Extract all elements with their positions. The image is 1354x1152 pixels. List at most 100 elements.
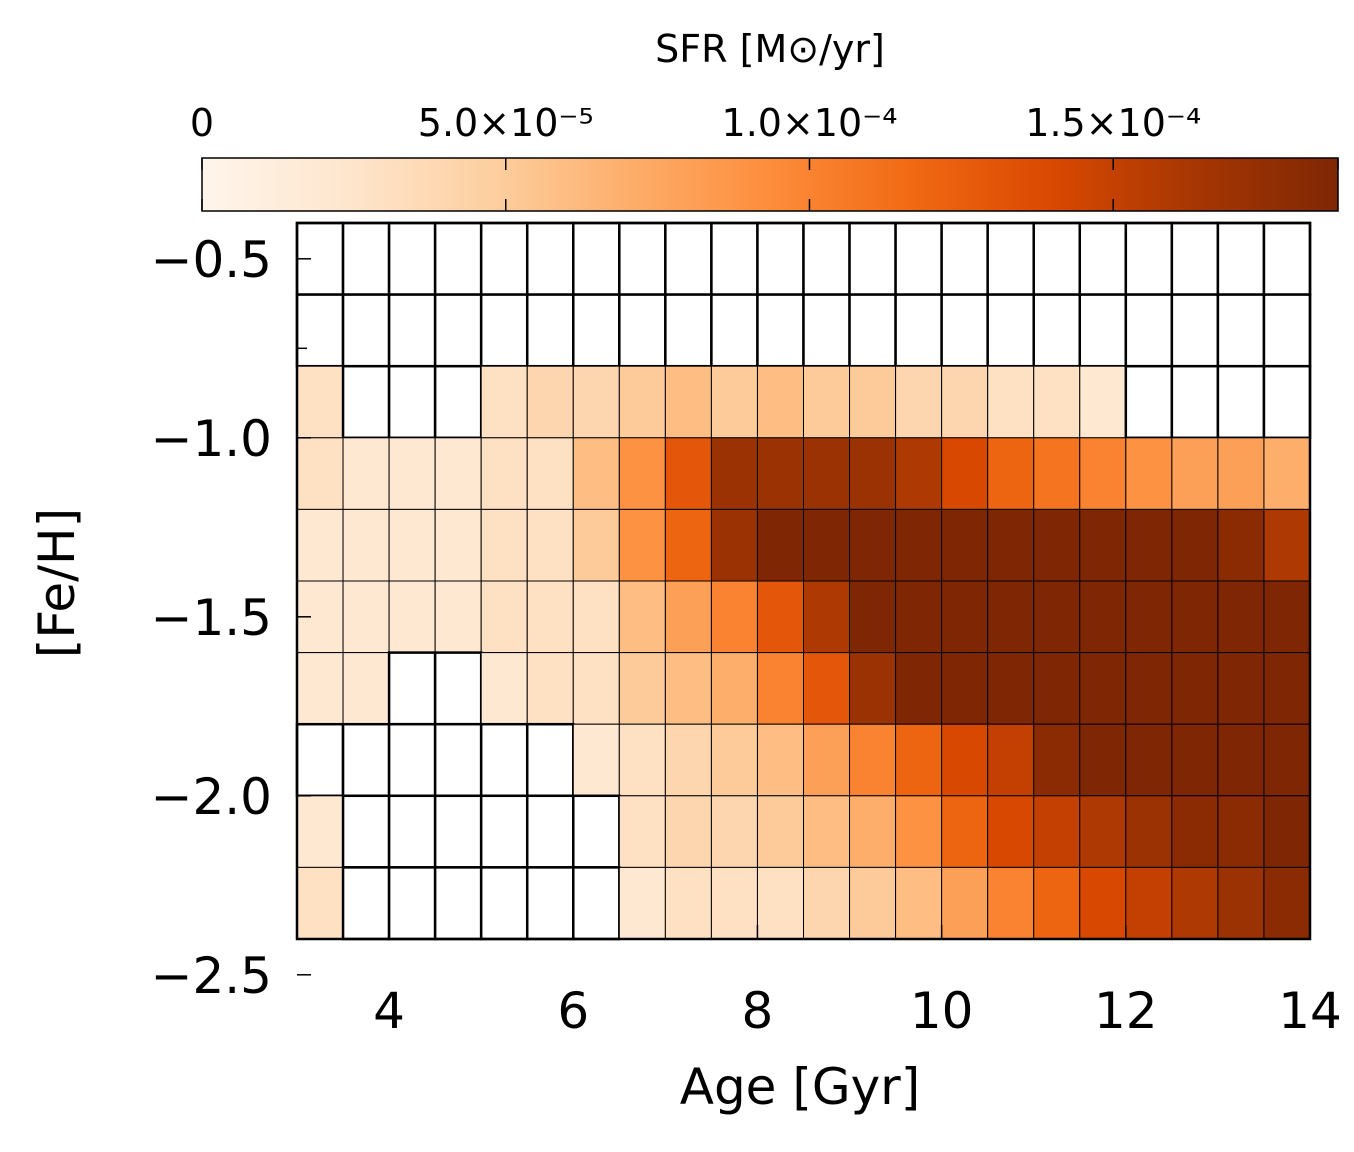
heatmap-cell <box>572 365 620 439</box>
heatmap-cell <box>342 508 390 582</box>
heatmap-cell <box>618 437 666 510</box>
heatmap-cell <box>1263 723 1311 797</box>
heatmap-cell-empty <box>894 293 943 368</box>
heatmap-cell-empty <box>710 221 759 296</box>
heatmap-cell-empty <box>1124 293 1174 368</box>
heatmap-cell <box>987 795 1035 868</box>
heatmap-cell <box>618 866 666 940</box>
heatmap-cell <box>895 437 943 510</box>
heatmap-cell-empty <box>525 866 575 941</box>
heatmap-cell <box>1033 508 1081 582</box>
heatmap-cell <box>1217 652 1265 725</box>
heatmap-cell-empty <box>387 221 437 296</box>
heatmap-cell <box>388 508 436 582</box>
heatmap-cell <box>941 437 989 510</box>
heatmap-cell <box>1171 866 1219 940</box>
heatmap-cell <box>895 580 943 654</box>
heatmap-cell-empty <box>1170 221 1220 296</box>
heatmap-cell <box>296 365 344 439</box>
heatmap-cell <box>895 795 943 868</box>
heatmap-cell-empty <box>525 794 575 869</box>
colorbar-bar <box>201 157 1339 212</box>
heatmap-cell <box>664 795 712 868</box>
heatmap-cell <box>987 652 1035 725</box>
heatmap-cell <box>480 652 528 725</box>
y-axis-title: [Fe/H] <box>28 508 86 658</box>
heatmap-cell <box>1079 580 1127 654</box>
heatmap-cell <box>664 437 712 510</box>
heatmap-cell-empty <box>848 293 897 368</box>
heatmap-cell <box>710 723 758 797</box>
heatmap-cell-empty <box>986 293 1035 368</box>
heatmap-cell-empty <box>433 221 483 296</box>
heatmap-cell-empty <box>479 293 529 368</box>
heatmap-cell <box>618 580 666 654</box>
heatmap-cell <box>1171 795 1219 868</box>
heatmap-cell <box>1079 652 1127 725</box>
heatmap-cell <box>1125 723 1173 797</box>
heatmap-cell-empty <box>387 794 437 869</box>
heatmap-cell <box>756 508 804 582</box>
heatmap-cell <box>987 580 1035 654</box>
heatmap-cell <box>1217 580 1265 654</box>
heatmap-cell-empty <box>940 221 989 296</box>
colorbar-tick-label: 0 <box>190 101 214 145</box>
heatmap-cell <box>572 437 620 510</box>
heatmap-cell-empty <box>479 866 529 941</box>
colorbar-tick-labels: 0 5.0×10⁻⁵ 1.0×10⁻⁴ 1.5×10⁻⁴ <box>190 101 1201 145</box>
heatmap-cell-empty <box>433 364 483 440</box>
heatmap-cell <box>480 365 528 439</box>
heatmap-cell-empty <box>341 866 391 941</box>
heatmap-cell <box>526 365 574 439</box>
heatmap-cell-empty <box>433 722 483 798</box>
heatmap-cell <box>803 365 851 439</box>
heatmap-cells <box>295 221 1312 941</box>
heatmap-cell <box>1171 437 1219 510</box>
heatmap-cell <box>1171 652 1219 725</box>
heatmap-cell-empty <box>940 293 989 368</box>
heatmap-cell <box>895 365 943 439</box>
heatmap-cell <box>618 508 666 582</box>
heatmap-cell <box>1033 365 1081 439</box>
heatmap-cell-empty <box>387 722 437 798</box>
heatmap-cell <box>1033 866 1081 940</box>
heatmap-cell-empty <box>710 293 759 368</box>
heatmap-cell <box>1079 723 1127 797</box>
colorbar-tick-label: 5.0×10⁻⁵ <box>418 101 594 145</box>
heatmap-cell <box>664 580 712 654</box>
y-tick-label: −1.0 <box>151 410 272 468</box>
x-tick-label: 6 <box>557 982 589 1040</box>
heatmap-cell <box>987 866 1035 940</box>
heatmap-cell-empty <box>986 221 1035 296</box>
heatmap-cell-empty <box>295 722 345 798</box>
heatmap-cell <box>849 652 897 725</box>
heatmap-cell-empty <box>525 221 575 296</box>
heatmap-cell <box>1033 652 1081 725</box>
heatmap-cell <box>1033 437 1081 510</box>
heatmap-cell <box>1217 866 1265 940</box>
heatmap-cell <box>296 795 344 868</box>
heatmap-cell-empty <box>664 221 713 296</box>
heatmap-cell <box>895 508 943 582</box>
heatmap-cell <box>1033 580 1081 654</box>
heatmap-cell <box>987 723 1035 797</box>
heatmap-cell <box>1263 795 1311 868</box>
heatmap-cell <box>803 437 851 510</box>
heatmap-cell <box>803 795 851 868</box>
heatmap-cell <box>664 652 712 725</box>
x-tick-label: 8 <box>742 982 774 1040</box>
heatmap-cell <box>756 795 804 868</box>
colorbar-tick-label: 1.5×10⁻⁴ <box>1025 101 1201 145</box>
heatmap-cell <box>756 580 804 654</box>
heatmap-cell <box>296 508 344 582</box>
heatmap-cell-empty <box>1216 221 1266 296</box>
heatmap-cell <box>1125 580 1173 654</box>
heatmap-cell <box>480 508 528 582</box>
heatmap-cell-empty <box>1262 364 1312 440</box>
heatmap-cell-empty <box>341 722 391 798</box>
heatmap-cell <box>342 437 390 510</box>
heatmap-cell <box>1263 508 1311 582</box>
heatmap-cell-empty <box>433 866 483 941</box>
heatmap-cell <box>664 866 712 940</box>
heatmap-cell <box>710 866 758 940</box>
